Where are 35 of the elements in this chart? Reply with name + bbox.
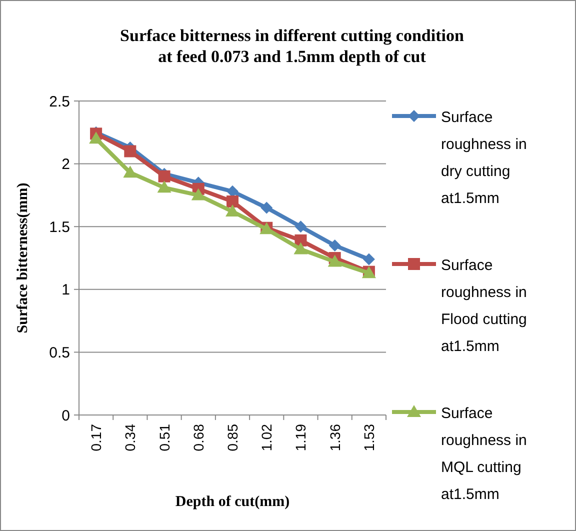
x-tick-label: 1.36: [326, 424, 343, 452]
y-axis-title: Surface bitterness(mm): [15, 182, 31, 334]
point: [362, 253, 375, 266]
point: [328, 254, 342, 267]
legend-label: Surface roughness in Flood cutting at1.5mm: [441, 257, 527, 355]
point: [294, 242, 308, 254]
point: [294, 220, 307, 233]
x-tick-label: 0.17: [88, 424, 104, 452]
x-tick-label: 0.51: [156, 424, 172, 452]
point: [226, 204, 240, 217]
point: [124, 145, 136, 158]
point: [158, 170, 170, 182]
point: [191, 188, 206, 200]
point: [157, 180, 172, 193]
y-tick-label: 1: [62, 282, 70, 299]
legend-label: Surface roughness in dry cutting at1.5mm: [441, 109, 527, 207]
point: [89, 132, 104, 144]
y-tick-label: 1.5: [49, 218, 70, 236]
point: [123, 166, 138, 178]
y-tick-label: 0.5: [49, 344, 70, 362]
x-tick-label: 1.53: [360, 424, 377, 452]
x-tick-label: 1.19: [292, 424, 309, 452]
point: [328, 239, 341, 252]
chart-title: Surface bitterness in different cutting condition at feed 0.073 and 1.5mm depth of cut: [120, 26, 464, 66]
x-axis-title: Depth of cut(mm): [175, 494, 290, 510]
x-tick-label: 0.34: [122, 424, 138, 452]
y-tick-label: 0: [62, 407, 70, 424]
y-tick-label: 2: [62, 156, 70, 174]
x-tick-label: 0.85: [224, 424, 240, 452]
point: [260, 202, 273, 214]
legend-label: Surface roughness in MQL cutting at1.5mm: [441, 405, 527, 503]
point: [226, 195, 238, 208]
x-tick-label: 1.02: [258, 424, 275, 452]
y-tick-label: 2.5: [49, 93, 70, 110]
x-tick-label: 0.68: [190, 424, 206, 452]
